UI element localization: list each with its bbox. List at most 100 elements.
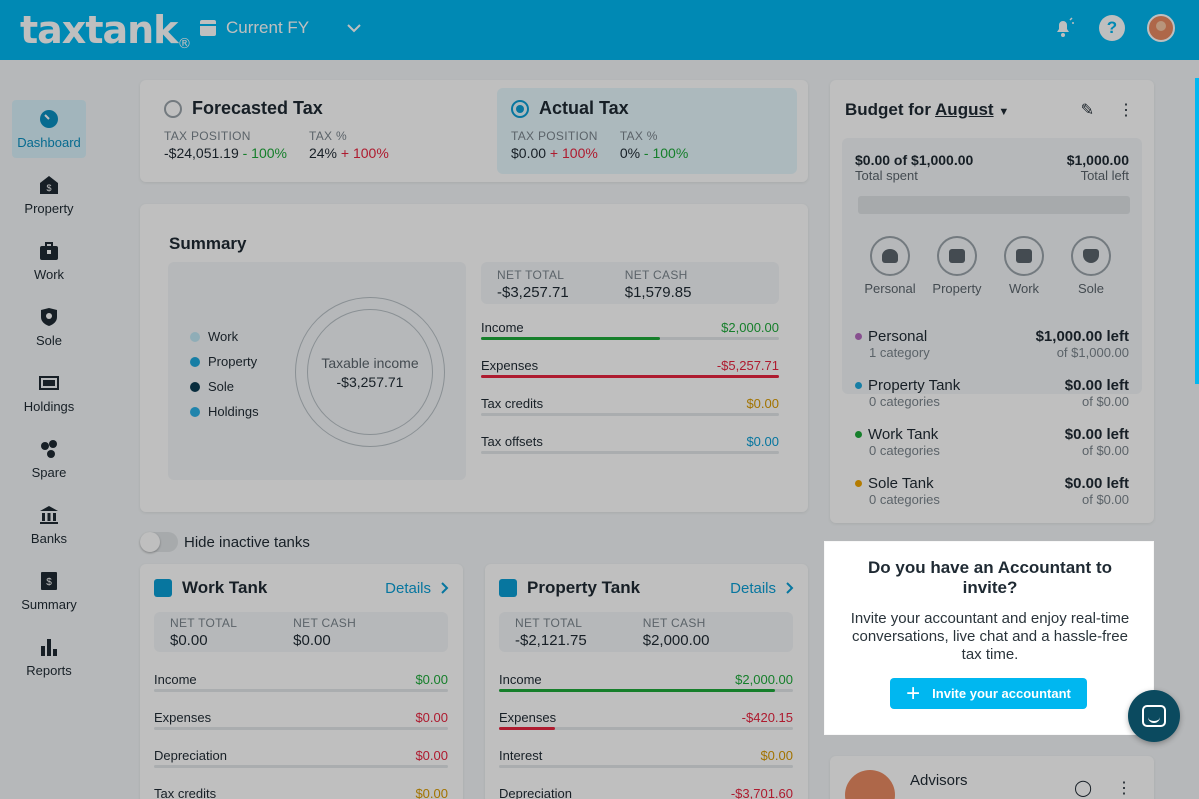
actual-tax-option[interactable]: Actual Tax TAX POSITION $0.00 + 100% TAX… <box>497 88 797 174</box>
sidebar-item-label: Work <box>33 266 65 282</box>
work-tank-card: Work Tank Details NET TOTAL $0.00 NET CAS… <box>140 564 463 799</box>
budget-cat-work[interactable]: Work <box>998 236 1050 296</box>
shield-icon <box>39 307 59 327</box>
forecasted-pct: TAX % 24% + 100% <box>308 129 389 161</box>
chat-launcher-button[interactable] <box>1128 690 1180 742</box>
work-tank-details-link[interactable]: Details <box>385 580 449 597</box>
sidebar-item-label: Summary <box>21 596 77 612</box>
chevron-down-icon <box>347 20 361 36</box>
sidebar-item-dashboard[interactable]: Dashboard <box>12 100 86 158</box>
budget-cat-property[interactable]: Property <box>931 236 983 296</box>
logo-registered-mark: ® <box>177 36 191 52</box>
legend-item: Sole <box>190 374 259 399</box>
popup-title: Do you have an Accountant to invite? <box>867 558 1112 597</box>
sidebar-item-spare[interactable]: Spare <box>12 430 86 488</box>
help-icon[interactable]: ? <box>1099 15 1125 41</box>
sidebar-item-summary[interactable]: $ Summary <box>12 562 86 620</box>
donut-label: Taxable income <box>321 354 419 371</box>
person-icon <box>870 236 910 276</box>
sidebar-item-work[interactable]: Work <box>12 232 86 290</box>
invite-accountant-popup: Do you have an Accountant to invite? Inv… <box>825 542 1153 734</box>
property-tank-card: Property Tank Details NET TOTAL -$2,121.7… <box>485 564 808 799</box>
hide-inactive-label: Hide inactive tanks <box>184 533 310 551</box>
sidebar-item-label: Spare <box>31 464 67 480</box>
budget-month-selector[interactable]: August <box>935 100 994 119</box>
actual-radio[interactable] <box>511 99 529 118</box>
bell-icon[interactable] <box>1049 14 1077 42</box>
shield-icon <box>1071 236 1111 276</box>
summary-breakdown: NET TOTAL -$3,257.71 NET CASH $1,579.85 In… <box>481 262 779 456</box>
more-vertical-icon[interactable]: ⋮ <box>1118 102 1134 119</box>
property-row-interest: Interest $0.00 <box>499 732 793 770</box>
holdings-icon <box>39 373 59 393</box>
sidebar-item-reports[interactable]: Reports <box>12 628 86 686</box>
legend-item: Holdings <box>190 399 259 424</box>
budget-overview: $0.00 of $1,000.00 Total spent $1,000.00 T… <box>842 138 1142 394</box>
dashboard-icon <box>39 109 59 129</box>
budget-list-item[interactable]: Personal 1 category $1,000.00 left of $1,0… <box>855 328 1129 377</box>
invite-accountant-button[interactable]: + Invite your accountant <box>890 678 1087 709</box>
property-icon <box>499 579 517 597</box>
svg-text:$: $ <box>46 183 51 193</box>
sidebar-item-holdings[interactable]: Holdings <box>12 364 86 422</box>
calendar-icon <box>200 20 216 36</box>
spare-icon <box>39 439 59 459</box>
sidebar-item-label: Dashboard <box>17 134 81 150</box>
briefcase-icon <box>154 579 172 597</box>
summary-row-tax-offsets: Tax offsets $0.00 <box>481 418 779 456</box>
forecasted-position: TAX POSITION -$24,051.19 - 100% <box>164 129 287 161</box>
budget-list: Personal 1 category $1,000.00 left of $1,0… <box>855 328 1129 524</box>
tax-position-card: Forecasted Tax TAX POSITION -$24,051.19 … <box>140 80 808 182</box>
forecasted-radio[interactable] <box>164 99 182 118</box>
actual-title: Actual Tax <box>539 98 629 118</box>
reports-icon <box>39 637 59 657</box>
budget-list-item[interactable]: Property Tank 0 categories $0.00 left of $… <box>855 377 1129 426</box>
popup-body: Invite your accountant and enjoy real-ti… <box>850 610 1130 663</box>
chat-bubble-icon[interactable]: ◯ <box>1074 780 1092 797</box>
actual-pct: TAX % 0% - 100% <box>619 129 689 161</box>
work-row-expenses: Expenses $0.00 <box>154 694 448 732</box>
budget-list-item[interactable]: Sole Tank 0 categories $0.00 left of $0.00 <box>855 475 1129 524</box>
property-tank-details-link[interactable]: Details <box>730 580 794 597</box>
summary-icon: $ <box>39 571 59 591</box>
svg-text:$: $ <box>46 577 52 588</box>
toggle-switch[interactable] <box>140 532 178 552</box>
summary-row-expenses: Expenses -$5,257.71 <box>481 342 779 380</box>
edit-icon[interactable]: ✎ <box>1080 102 1094 119</box>
legend-item: Property <box>190 349 259 374</box>
user-avatar[interactable] <box>1147 14 1175 42</box>
budget-card: Budget for August ▼ ✎ ⋮ $0.00 of $1,000.… <box>830 80 1154 523</box>
sidebar-item-sole[interactable]: Sole <box>12 298 86 356</box>
briefcase-icon <box>39 241 59 261</box>
sidebar-item-label: Sole <box>35 332 63 348</box>
forecasted-title: Forecasted Tax <box>192 98 323 118</box>
logo-text: taxtank <box>20 8 178 52</box>
top-header: taxtank® Current FY ? <box>0 0 1199 60</box>
budget-cat-sole[interactable]: Sole <box>1065 236 1117 296</box>
advisors-card: Advisors ◯ ⋮ <box>830 756 1154 799</box>
legend-item: Work <box>190 324 259 349</box>
summary-legend: Work Property Sole Holdings <box>190 324 259 424</box>
summary-title: Summary <box>169 234 247 253</box>
property-tank-title: Property Tank <box>527 578 641 597</box>
summary-chart-panel: Work Property Sole Holdings Taxable inco… <box>168 262 466 480</box>
budget-title[interactable]: Budget for August ▼ <box>845 100 1010 119</box>
budget-progress-bar <box>858 196 1130 214</box>
budget-left: $1,000.00 <box>1066 152 1129 168</box>
budget-cat-personal[interactable]: Personal <box>864 236 916 296</box>
forecasted-tax-option[interactable]: Forecasted Tax TAX POSITION -$24,051.19 … <box>150 88 450 174</box>
fy-selector[interactable]: Current FY <box>200 18 361 38</box>
bank-icon <box>39 505 59 525</box>
sidebar-item-property[interactable]: $ Property <box>12 166 86 224</box>
sidebar-item-label: Reports <box>26 662 72 678</box>
taxtank-logo[interactable]: taxtank® <box>20 8 191 52</box>
summary-card: Summary Work Property Sole Holdings Taxa… <box>140 204 808 512</box>
sidebar-item-label: Property <box>24 200 74 216</box>
budget-list-item[interactable]: Work Tank 0 categories $0.00 left of $0.00 <box>855 426 1129 475</box>
sidebar-item-label: Holdings <box>23 398 75 414</box>
hide-inactive-toggle[interactable]: Hide inactive tanks <box>140 532 310 552</box>
header-actions: ? <box>1049 14 1175 42</box>
more-vertical-icon[interactable]: ⋮ <box>1116 780 1132 797</box>
scrollbar-thumb[interactable] <box>1195 78 1199 384</box>
sidebar-item-banks[interactable]: Banks <box>12 496 86 554</box>
